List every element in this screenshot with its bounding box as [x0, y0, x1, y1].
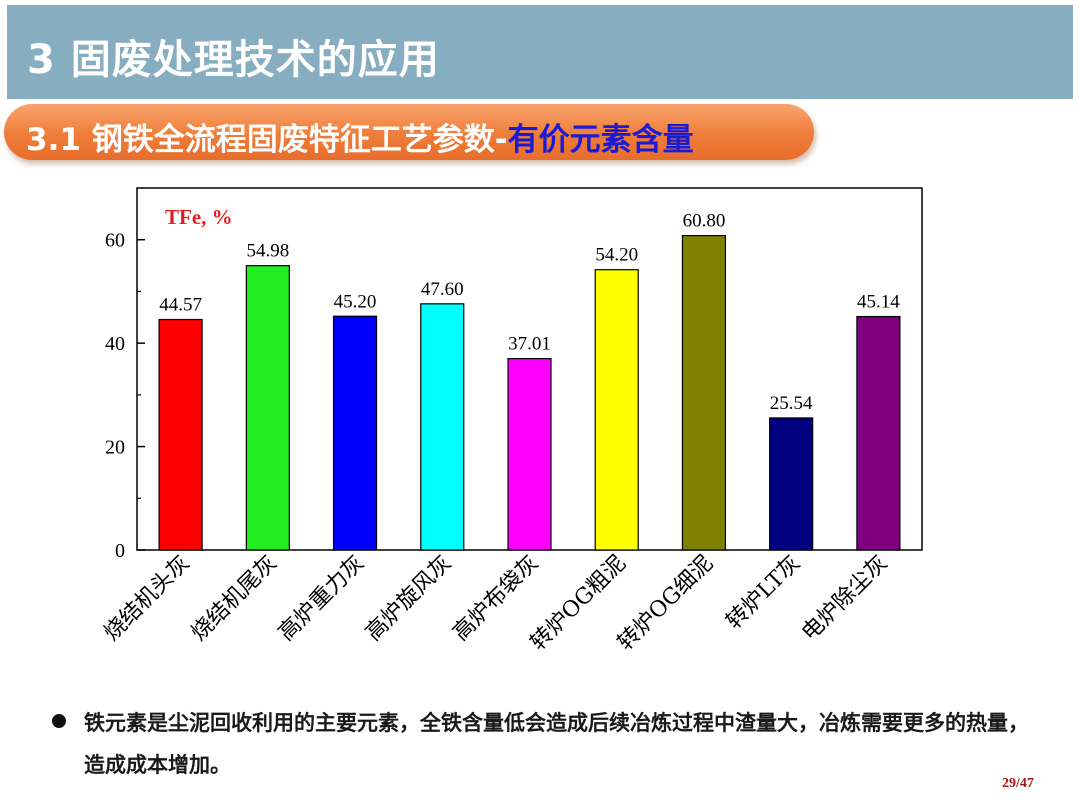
bar — [681, 234, 727, 551]
title-bar: 3 固废处理技术的应用 — [7, 5, 1073, 99]
x-category-label: 烧结机尾灰 — [187, 551, 282, 646]
x-category-label: 烧结机头灰 — [99, 551, 194, 646]
bar-value-label: 45.14 — [857, 292, 900, 313]
bar — [507, 358, 552, 551]
bullet-lead: 铁元素 — [84, 711, 147, 735]
section-title-accent: 有价元素含量 — [507, 122, 694, 158]
bullet-icon — [52, 714, 66, 728]
x-category-label: 转炉LT灰 — [722, 551, 806, 635]
y-tick-label: 40 — [105, 333, 125, 355]
x-category-label: 电炉除尘灰 — [797, 551, 892, 646]
x-category-label: 高炉重力灰 — [274, 551, 369, 646]
bar-value-label: 37.01 — [508, 334, 551, 355]
bar-chart: 0 20 40 60 TFe, % 44.57 烧结机头灰 54.98 烧结机尾灰 45.20 高炉… — [99, 187, 923, 656]
bar-value-label: 44.57 — [159, 295, 202, 316]
bar-value-label: 54.98 — [246, 241, 289, 262]
bar — [856, 315, 901, 551]
page-number: 29/47 — [1002, 776, 1034, 791]
bar-value-label: 47.60 — [421, 279, 464, 300]
page-title: 3 固废处理技术的应用 — [27, 37, 440, 83]
y-tick-label: 0 — [115, 540, 125, 562]
bar — [594, 269, 639, 551]
y-tick-label: 60 — [105, 230, 125, 252]
x-category-label: 高炉布袋灰 — [448, 551, 543, 646]
y-tick-label: 20 — [105, 437, 125, 459]
bullet-body: 是尘泥回收利用的主要元素，全铁含量低会造成后续冶炼过程中渣量大，冶炼需要更多的热… — [84, 711, 1029, 777]
section-title: 3.1 钢铁全流程固废特征工艺参数-有价元素含量 — [26, 114, 694, 159]
bar — [245, 265, 290, 551]
bullet-paragraph: 铁元素是尘泥回收利用的主要元素，全铁含量低会造成后续冶炼过程中渣量大，冶炼需要更… — [84, 702, 1044, 786]
bar — [158, 318, 203, 551]
bar-value-label: 60.80 — [683, 211, 726, 232]
bar — [332, 315, 378, 551]
bar — [769, 417, 814, 551]
x-category-label: 高炉旋风灰 — [361, 551, 456, 646]
bar-value-label: 45.20 — [334, 291, 377, 312]
bar-value-label: 54.20 — [595, 245, 638, 266]
chart-annotation: TFe, % — [165, 205, 233, 229]
section-banner: 3.1 钢铁全流程固废特征工艺参数-有价元素含量 — [4, 104, 814, 160]
bar — [420, 303, 465, 551]
section-title-prefix: 3.1 钢铁全流程固废特征工艺参数- — [26, 122, 508, 158]
bar-value-label: 25.54 — [770, 393, 813, 414]
